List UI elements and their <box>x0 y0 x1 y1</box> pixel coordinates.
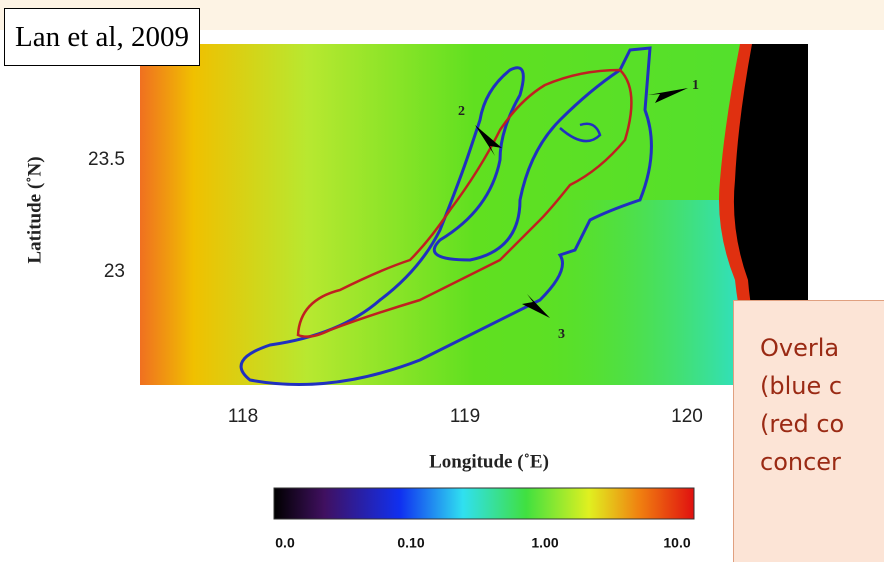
note-line: (red co <box>760 405 884 443</box>
x-tick-label: 119 <box>450 406 480 427</box>
x-axis-label: Longitude (˚E) <box>429 451 549 472</box>
x-tick-label: 118 <box>228 406 258 427</box>
slide: 1 2 3 Latitude (˚N) 23.5 23 118 119 120 … <box>0 0 884 562</box>
colorbar-label: 0.0 <box>275 535 295 551</box>
citation: Lan et al, 2009 <box>4 8 200 66</box>
colorbar <box>274 488 694 519</box>
arrow-label: 3 <box>558 327 565 342</box>
arrow-label: 2 <box>458 104 465 119</box>
note-line: concer <box>760 443 884 481</box>
note-line: (blue c <box>760 367 884 405</box>
colorbar-label: 0.10 <box>397 535 424 551</box>
colorbar-label: 10.0 <box>663 535 690 551</box>
map-sea <box>540 200 740 385</box>
overlay-note: Overla (blue c (red co concer <box>733 300 884 562</box>
y-tick-label: 23 <box>104 261 125 282</box>
note-line: Overla <box>760 329 884 367</box>
y-axis-label: Latitude (˚N) <box>24 156 45 263</box>
colorbar-label: 1.00 <box>531 535 558 551</box>
arrow-label: 1 <box>692 78 699 93</box>
x-tick-label: 120 <box>671 406 703 427</box>
y-tick-label: 23.5 <box>88 149 125 170</box>
